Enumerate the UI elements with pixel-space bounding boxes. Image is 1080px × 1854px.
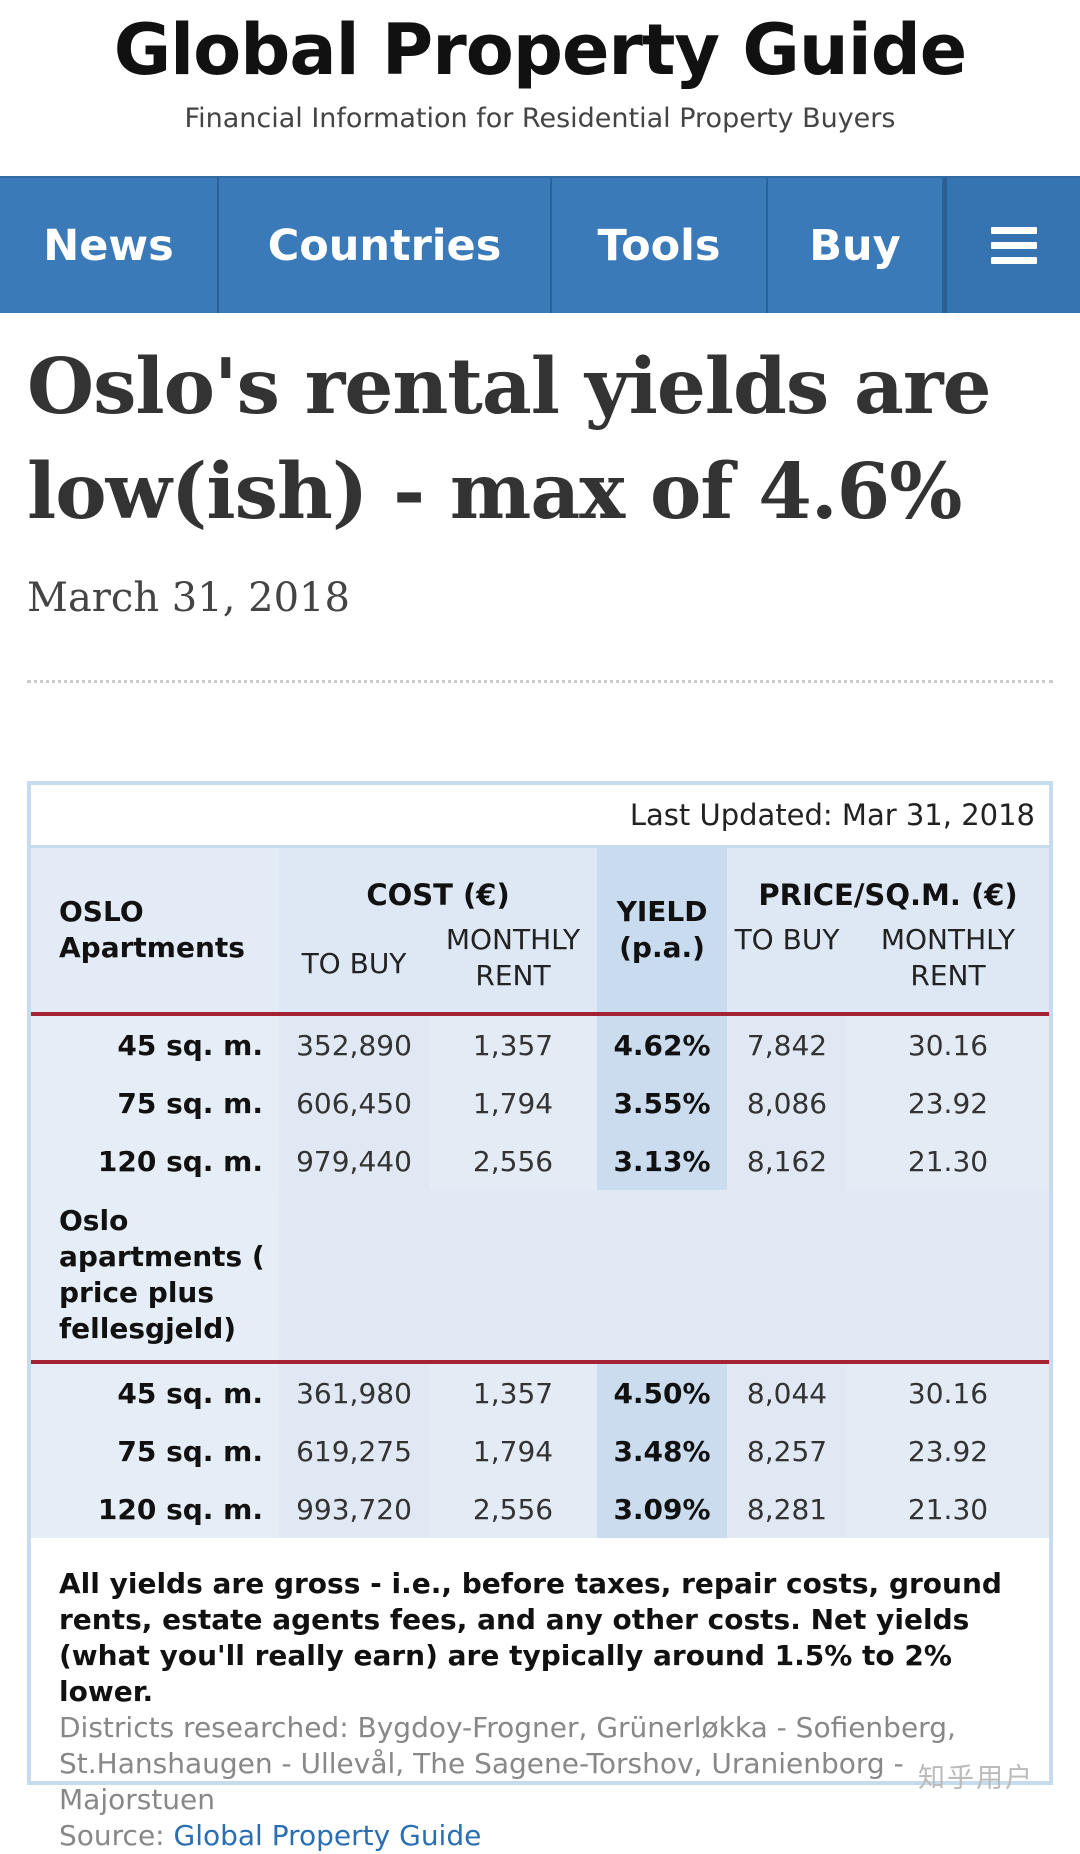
cell-psqm-rent: 30.16 — [847, 1016, 1050, 1074]
hamburger-menu-icon — [990, 219, 1037, 272]
section-label: Oslo apartments ( price plus fellesgjeld… — [31, 1190, 279, 1362]
districts-note: Districts researched: Bygdoy-Frogner, Gr… — [59, 1711, 956, 1816]
row-size: 120 sq. m. — [31, 1132, 279, 1190]
divider — [27, 680, 1053, 683]
cell-psqm-buy: 8,257 — [727, 1422, 848, 1480]
row-size: 75 sq. m. — [31, 1422, 279, 1480]
price-buy-header: TO BUY — [727, 916, 848, 1014]
row-size: 75 sq. m. — [31, 1074, 279, 1132]
cell-psqm-buy: 8,281 — [727, 1480, 848, 1538]
cell-psqm-rent: 23.92 — [847, 1422, 1050, 1480]
source-line: Source: Global Property Guide — [59, 1818, 1021, 1854]
cell-cost-rent: 1,357 — [429, 1364, 598, 1422]
cell-psqm-rent: 23.92 — [847, 1074, 1050, 1132]
site-header: Global Property Guide Financial Informat… — [0, 0, 1080, 176]
gross-yield-note: All yields are gross - i.e., before taxe… — [59, 1567, 1002, 1708]
table-row: 75 sq. m. 606,450 1,794 3.55% 8,086 23.9… — [31, 1074, 1050, 1132]
last-updated: Last Updated: Mar 31, 2018 — [31, 785, 1049, 848]
cell-psqm-buy: 7,842 — [727, 1016, 848, 1074]
cell-yield: 3.55% — [597, 1074, 728, 1132]
table-note: All yields are gross - i.e., before taxe… — [31, 1538, 1049, 1854]
cell-cost-rent: 1,794 — [429, 1422, 598, 1480]
cell-psqm-buy: 8,086 — [727, 1074, 848, 1132]
cell-psqm-rent: 21.30 — [847, 1132, 1050, 1190]
table-row: 120 sq. m. 993,720 2,556 3.09% 8,281 21.… — [31, 1480, 1050, 1538]
cost-buy-header: TO BUY — [279, 916, 429, 1014]
cell-cost-buy: 979,440 — [279, 1132, 429, 1190]
nav-item-countries[interactable]: Countries — [219, 178, 552, 313]
section-header-row: Oslo apartments ( price plus fellesgjeld… — [31, 1190, 1050, 1362]
cell-yield: 3.13% — [597, 1132, 728, 1190]
price-rent-header: MONTHLY RENT — [847, 916, 1050, 1014]
cell-cost-buy: 361,980 — [279, 1364, 429, 1422]
source-label: Source: — [59, 1819, 174, 1852]
cell-cost-buy: 619,275 — [279, 1422, 429, 1480]
article-title: Oslo's rental yields are low(ish) - max … — [27, 342, 992, 537]
table-row: 45 sq. m. 352,890 1,357 4.62% 7,842 30.1… — [31, 1016, 1050, 1074]
cell-psqm-buy: 8,162 — [727, 1132, 848, 1190]
cell-cost-buy: 352,890 — [279, 1016, 429, 1074]
table-row: 120 sq. m. 979,440 2,556 3.13% 8,162 21.… — [31, 1132, 1050, 1190]
nav-item-buy[interactable]: Buy — [768, 178, 944, 313]
watermark: 知乎用户 — [918, 1763, 1034, 1794]
table-row: 45 sq. m. 361,980 1,357 4.50% 8,044 30.1… — [31, 1364, 1050, 1422]
nav-item-news[interactable]: News — [0, 178, 219, 313]
cell-cost-rent: 1,357 — [429, 1016, 598, 1074]
menu-button[interactable] — [944, 178, 1080, 313]
cell-psqm-rent: 21.30 — [847, 1480, 1050, 1538]
row-size: 120 sq. m. — [31, 1480, 279, 1538]
cell-yield: 3.48% — [597, 1422, 728, 1480]
cell-psqm-rent: 30.16 — [847, 1364, 1050, 1422]
table-row: 75 sq. m. 619,275 1,794 3.48% 8,257 23.9… — [31, 1422, 1050, 1480]
cell-cost-rent: 2,556 — [429, 1132, 598, 1190]
cell-yield: 3.09% — [597, 1480, 728, 1538]
cell-yield: 4.50% — [597, 1364, 728, 1422]
article-date: March 31, 2018 — [27, 575, 350, 621]
cost-header: COST (€) — [279, 848, 598, 916]
main-nav: News Countries Tools Buy — [0, 176, 1080, 313]
row-header: OSLO Apartments — [31, 848, 279, 1014]
cell-cost-rent: 1,794 — [429, 1074, 598, 1132]
cell-cost-buy: 993,720 — [279, 1480, 429, 1538]
yield-header: YIELD (p.a.) — [597, 848, 728, 1014]
site-title[interactable]: Global Property Guide — [113, 9, 968, 91]
yield-table-panel: Last Updated: Mar 31, 2018 OSLO Apartmen… — [27, 781, 1053, 1852]
source-link[interactable]: Global Property Guide — [173, 1819, 482, 1852]
row-size: 45 sq. m. — [31, 1016, 279, 1074]
yield-table: OSLO Apartments COST (€) YIELD (p.a.) PR… — [31, 848, 1050, 1538]
cost-rent-header: MONTHLY RENT — [429, 916, 598, 1014]
cell-cost-buy: 606,450 — [279, 1074, 429, 1132]
cell-yield: 4.62% — [597, 1016, 728, 1074]
cell-cost-rent: 2,556 — [429, 1480, 598, 1538]
cell-psqm-buy: 8,044 — [727, 1364, 848, 1422]
site-tagline: Financial Information for Residential Pr… — [184, 103, 896, 134]
row-size: 45 sq. m. — [31, 1364, 279, 1422]
nav-item-tools[interactable]: Tools — [552, 178, 768, 313]
price-header: PRICE/SQ.M. (€) — [727, 848, 1050, 916]
